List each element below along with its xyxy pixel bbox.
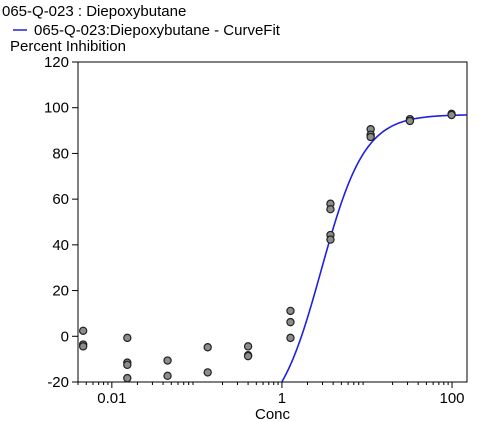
y-axis-label: Percent Inhibition	[10, 38, 126, 55]
data-point	[123, 333, 132, 343]
x-axis-label: Conc	[255, 406, 291, 421]
y-tick-label: 40	[52, 237, 69, 254]
data-point	[163, 356, 172, 365]
data-point	[78, 326, 88, 335]
x-tick-label: 100	[440, 390, 465, 407]
legend-curve-label: 065-Q-023:Diepoxybutane - CurveFit	[34, 22, 281, 39]
data-point	[123, 360, 132, 370]
plot-area: -20 0 20 40 60 80 100 120 0.01 1 100 Conc	[44, 54, 468, 421]
data-point	[203, 343, 212, 352]
y-tick-label: 0	[61, 328, 69, 345]
data-point	[286, 317, 295, 327]
y-tick-label: -20	[47, 374, 69, 391]
y-tick-label: 80	[52, 145, 69, 162]
data-point	[286, 333, 295, 343]
data-point	[243, 342, 253, 351]
data-point	[78, 342, 88, 351]
data-point	[447, 110, 456, 120]
data-point	[123, 373, 132, 383]
y-tick-label: 120	[44, 54, 69, 71]
chart-title: 065-Q-023 : Diepoxybutane	[2, 3, 186, 20]
data-point	[286, 306, 295, 316]
data-point	[326, 235, 335, 244]
y-tick-label: 100	[44, 100, 69, 117]
x-tick-label: 1	[278, 390, 286, 407]
y-tick-label: 60	[52, 191, 69, 208]
plot-frame	[77, 61, 468, 383]
x-tick-label: 0.01	[97, 390, 126, 407]
data-point	[326, 204, 335, 214]
chart-header: 065-Q-023 : Diepoxybutane 065-Q-023:Diep…	[2, 3, 281, 55]
y-tick-label: 20	[52, 283, 69, 300]
data-point	[163, 371, 172, 381]
data-point	[405, 116, 415, 126]
data-point	[243, 351, 253, 361]
data-point	[366, 132, 375, 142]
data-point	[203, 368, 212, 377]
curve-fit-line	[280, 114, 467, 382]
